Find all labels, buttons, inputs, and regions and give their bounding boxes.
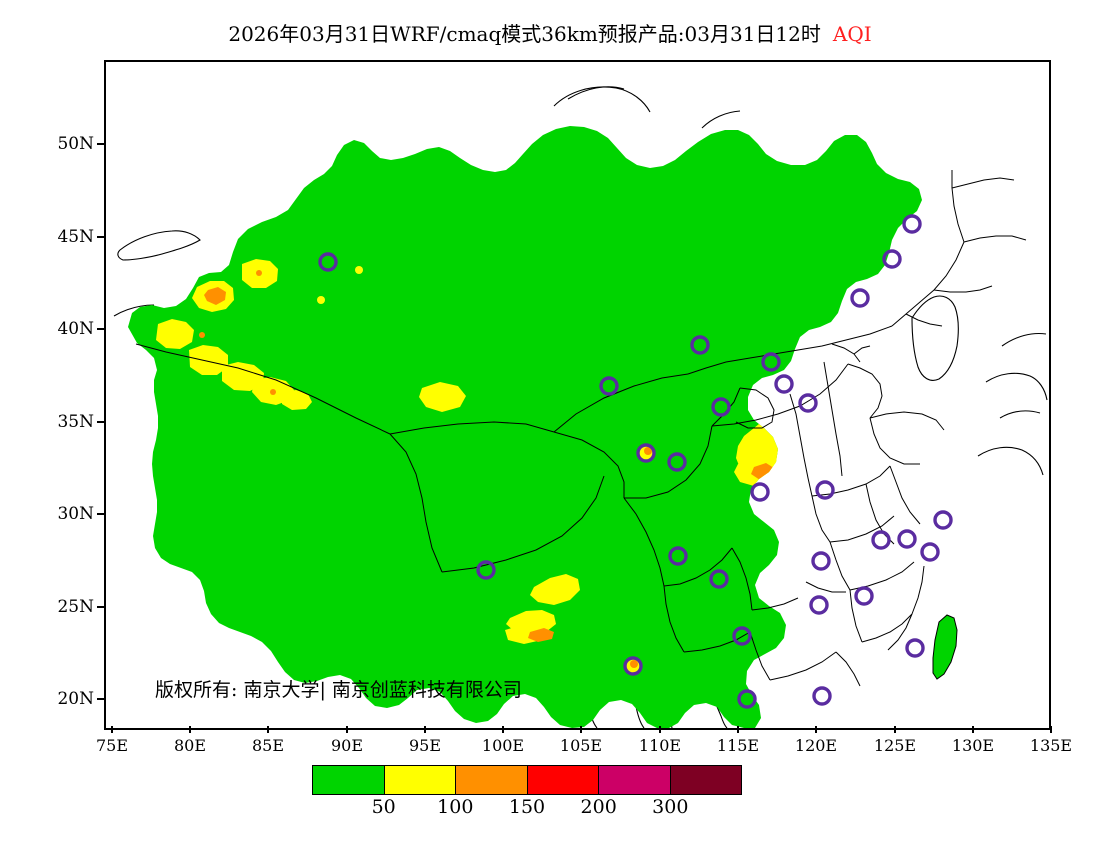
station-marker — [902, 214, 922, 234]
xtick-mark — [737, 726, 739, 733]
xtick-mark — [659, 726, 661, 733]
xtick-mark — [894, 726, 896, 733]
station-marker — [636, 443, 656, 463]
station-marker — [882, 249, 902, 269]
station-marker — [812, 686, 832, 706]
xtick-label: 125E — [873, 736, 917, 755]
xtick-mark — [1050, 726, 1052, 733]
ytick-label: 40N — [57, 319, 94, 339]
aqi-good-fill — [128, 126, 922, 728]
ytick-mark — [97, 513, 104, 515]
station-marker — [711, 397, 731, 417]
colorbar-segment-hazardous — [670, 766, 741, 794]
station-marker — [737, 689, 757, 709]
map-plot-area[interactable] — [104, 60, 1051, 730]
station-marker — [599, 376, 619, 396]
xtick-mark — [424, 726, 426, 733]
copyright-text: 版权所有: 南京大学| 南京创蓝科技有限公司 — [155, 679, 522, 701]
xtick-label: 95E — [408, 736, 442, 755]
station-marker — [905, 638, 925, 658]
xtick-mark — [346, 726, 348, 733]
station-marker — [809, 595, 829, 615]
station-marker — [476, 560, 496, 580]
colorbar-label: 100 — [437, 796, 474, 818]
colorbar-segment-moderate — [384, 766, 456, 794]
xtick-label: 110E — [638, 736, 682, 755]
xtick-label: 130E — [951, 736, 995, 755]
station-marker — [871, 530, 891, 550]
station-marker — [709, 569, 729, 589]
title-text: 2026年03月31日WRF/cmaq模式36km预报产品:03月31日12时 — [228, 22, 821, 46]
xtick-mark — [972, 726, 974, 733]
ytick-label: 35N — [57, 412, 94, 432]
station-markers — [318, 214, 953, 709]
ytick-mark — [97, 606, 104, 608]
aqi-colorbar[interactable] — [312, 765, 742, 795]
station-marker — [815, 480, 835, 500]
ytick-mark — [97, 236, 104, 238]
xtick-label: 90E — [330, 736, 364, 755]
colorbar-labels: 50 100 150 200 300 — [312, 796, 742, 820]
station-marker — [318, 252, 338, 272]
ytick-mark — [97, 328, 104, 330]
station-marker — [690, 335, 710, 355]
station-marker — [897, 529, 917, 549]
station-marker — [933, 510, 953, 530]
xtick-label: 85E — [251, 736, 285, 755]
ytick-label: 20N — [57, 689, 94, 709]
xtick-label: 135E — [1029, 736, 1073, 755]
station-marker — [774, 374, 794, 394]
ytick-mark — [97, 143, 104, 145]
page-title: 2026年03月31日WRF/cmaq模式36km预报产品:03月31日12时 A… — [0, 18, 1100, 47]
colorbar-label: 150 — [508, 796, 546, 818]
final-map — [106, 62, 1049, 728]
colorbar-segment-unhealthy-sensitive — [456, 766, 528, 794]
title-variable: AQI — [832, 22, 872, 46]
taiwan-island — [932, 614, 958, 680]
colorbar-label: 200 — [580, 796, 617, 818]
station-marker — [850, 288, 870, 308]
station-marker — [668, 546, 688, 566]
xtick-mark — [189, 726, 191, 733]
xtick-mark — [580, 726, 582, 733]
colorbar-label: 300 — [652, 796, 689, 818]
ytick-mark — [97, 698, 104, 700]
ytick-label: 30N — [57, 504, 94, 524]
xtick-label: 120E — [794, 736, 838, 755]
colorbar-segment-very-unhealthy — [599, 766, 671, 794]
station-marker — [761, 352, 781, 372]
china-aqi-contour-map — [106, 62, 1049, 728]
xtick-mark — [267, 726, 269, 733]
colorbar-segment-good — [313, 766, 385, 794]
xtick-label: 80E — [173, 736, 207, 755]
station-marker — [854, 586, 874, 606]
xtick-mark — [111, 726, 113, 733]
station-marker — [732, 626, 752, 646]
xtick-label: 105E — [559, 736, 603, 755]
station-marker — [750, 482, 770, 502]
xtick-mark — [815, 726, 817, 733]
colorbar-segment-unhealthy — [527, 766, 599, 794]
ytick-label: 50N — [57, 134, 94, 154]
ytick-mark — [97, 421, 104, 423]
colorbar-label: 50 — [371, 796, 396, 818]
ytick-label: 25N — [57, 597, 94, 617]
xtick-label: 75E — [95, 736, 129, 755]
ytick-label: 45N — [57, 227, 94, 247]
xtick-mark — [502, 726, 504, 733]
station-marker — [920, 542, 940, 562]
xtick-label: 100E — [481, 736, 525, 755]
station-marker — [667, 452, 687, 472]
station-marker — [623, 656, 643, 676]
station-marker — [811, 551, 831, 571]
xtick-label: 115E — [716, 736, 760, 755]
station-marker — [798, 393, 818, 413]
